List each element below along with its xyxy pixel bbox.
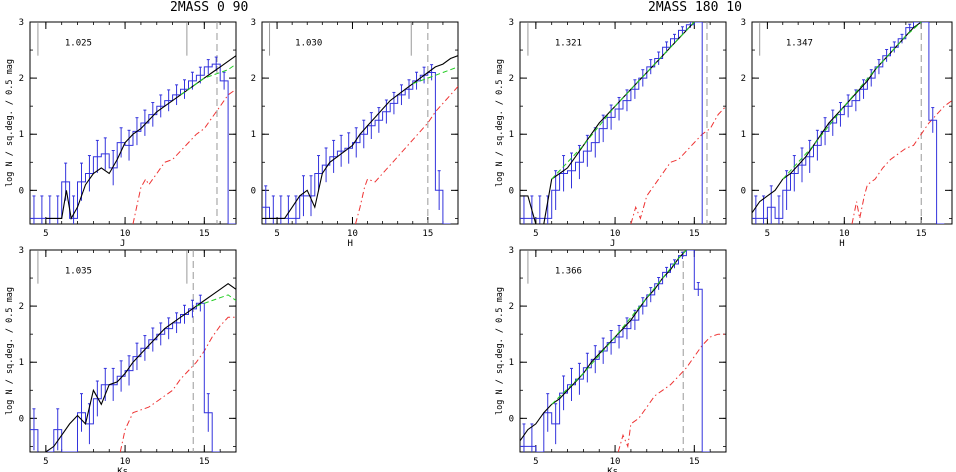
x-tick-label: 10 <box>347 229 358 239</box>
y-tick-label: 0 <box>19 414 24 424</box>
panel-annotation: 1.025 <box>65 39 92 49</box>
x-tick-label: 10 <box>610 457 621 467</box>
y-tick-label: 1 <box>19 130 24 140</box>
y-tick-label: 2 <box>251 74 256 84</box>
series-green-model <box>180 63 236 96</box>
y-axis-label: log N / sq.deg. / 0.5 mag <box>5 287 15 415</box>
x-tick-label: 10 <box>839 229 850 239</box>
chart-panel-h-left: 5 10 15 0 1 2 3 H 1.030 <box>251 18 459 249</box>
x-axis-label: H <box>347 239 352 249</box>
plot-frame <box>29 249 237 453</box>
y-tick-label: 2 <box>509 74 514 84</box>
plot-frame <box>29 21 237 225</box>
series-blue-histogram <box>30 63 236 224</box>
x-tick-label: 5 <box>765 229 770 239</box>
x-tick-label: 15 <box>422 229 433 239</box>
y-tick-label: 1 <box>741 130 746 140</box>
x-tick-label: 10 <box>120 457 131 467</box>
series-green-model <box>782 22 922 180</box>
x-tick-label: 15 <box>199 457 210 467</box>
y-tick-label: 3 <box>509 18 514 28</box>
series-black-model <box>37 283 236 452</box>
chart-panel-h-right: 5 10 15 0 1 2 3 H 1.347 <box>741 18 953 249</box>
y-axis-label: log N / sq.deg. / 0.5 mag <box>495 59 505 187</box>
x-tick-label: 5 <box>43 457 48 467</box>
series-black-model <box>262 55 458 219</box>
y-tick-label: 0 <box>19 186 24 196</box>
plot-frame <box>261 21 459 225</box>
x-tick-label: 5 <box>533 229 538 239</box>
x-tick-label: 15 <box>689 229 700 239</box>
series-red-model <box>132 88 236 224</box>
series-green-model <box>412 66 458 85</box>
series-red-model <box>119 316 236 452</box>
y-tick-label: 1 <box>509 130 514 140</box>
group-title-left: 2MASS 0 90 <box>170 0 249 15</box>
plot-frame <box>751 21 953 225</box>
x-tick-label: 15 <box>199 229 210 239</box>
y-tick-label: 0 <box>509 186 514 196</box>
y-tick-label: 2 <box>509 302 514 312</box>
x-tick-label: 10 <box>610 229 621 239</box>
series-green-model <box>196 294 236 307</box>
x-tick-label: 5 <box>43 229 48 239</box>
y-tick-label: 2 <box>19 74 24 84</box>
y-tick-label: 1 <box>19 358 24 368</box>
series-blue-histogram <box>752 22 945 224</box>
series-red-model <box>851 100 952 224</box>
series-red-model <box>617 333 726 452</box>
y-axis-label: log N / sq.deg. / 0.5 mag <box>5 59 15 187</box>
y-tick-label: 1 <box>509 358 514 368</box>
plot-frame <box>519 249 727 453</box>
group-title-right: 2MASS 180 10 <box>648 0 742 15</box>
y-tick-label: 3 <box>509 246 514 256</box>
chart-panel-ks-right: 5 10 15 0 1 2 3 Ks log N / sq.deg. / 0.5 mag 1.36… <box>495 246 727 472</box>
x-axis-label: J <box>120 239 125 249</box>
x-tick-label: 5 <box>533 457 538 467</box>
plot-frame <box>519 21 727 225</box>
series-green-model <box>551 22 695 180</box>
series-green-model <box>551 250 687 405</box>
y-axis-label: log N / sq.deg. / 0.5 mag <box>495 287 505 415</box>
y-tick-label: 0 <box>741 186 746 196</box>
y-tick-label: 1 <box>251 130 256 140</box>
panel-annotation: 1.035 <box>65 267 92 277</box>
x-tick-label: 10 <box>120 229 131 239</box>
y-tick-label: 3 <box>741 18 746 28</box>
series-red-model <box>630 105 726 224</box>
panel-annotation: 1.321 <box>555 39 582 49</box>
x-tick-label: 15 <box>689 457 700 467</box>
x-axis-label: Ks <box>607 467 618 472</box>
x-axis-label: J <box>610 239 615 249</box>
series-blue-histogram <box>30 302 221 452</box>
x-axis-label: H <box>839 239 844 249</box>
series-red-model <box>355 86 458 224</box>
y-tick-label: 3 <box>19 18 24 28</box>
series-black-model <box>45 55 236 221</box>
panel-annotation: 1.347 <box>786 39 813 49</box>
y-tick-label: 2 <box>19 302 24 312</box>
y-tick-label: 2 <box>741 74 746 84</box>
chart-panel-ks-left: 5 10 15 0 1 2 3 Ks log N / sq.deg. / 0.5 mag 1.03… <box>5 246 237 472</box>
y-tick-label: 3 <box>19 246 24 256</box>
y-tick-label: 3 <box>251 18 256 28</box>
x-tick-label: 15 <box>916 229 927 239</box>
panel-annotation: 1.366 <box>555 267 582 277</box>
y-tick-label: 0 <box>251 186 256 196</box>
series-blue-histogram <box>520 250 711 452</box>
x-tick-label: 5 <box>274 229 279 239</box>
y-tick-label: 0 <box>509 414 514 424</box>
x-axis-label: Ks <box>117 467 128 472</box>
panel-annotation: 1.030 <box>295 39 322 49</box>
